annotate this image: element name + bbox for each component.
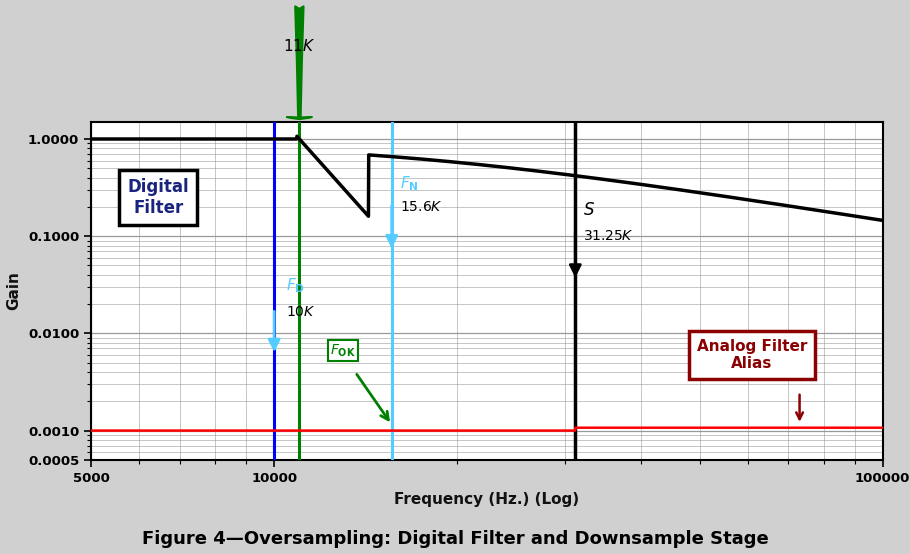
Text: Digital
Filter: Digital Filter	[127, 178, 189, 217]
Text: $\mathbf{\mathit{F}_D}$: $\mathbf{\mathit{F}_D}$	[286, 276, 305, 295]
X-axis label: Frequency (Hz.) (Log): Frequency (Hz.) (Log)	[394, 491, 580, 506]
Text: $\mathbf{\mathit{F}_N}$: $\mathbf{\mathit{F}_N}$	[399, 174, 419, 193]
Text: $\mathbf{\mathit{11K}}$: $\mathbf{\mathit{11K}}$	[283, 38, 316, 54]
Text: $\mathbf{\mathit{10K}}$: $\mathbf{\mathit{10K}}$	[286, 305, 316, 319]
Y-axis label: Gain: Gain	[6, 271, 21, 310]
Text: Figure 4—Oversampling: Digital Filter and Downsample Stage: Figure 4—Oversampling: Digital Filter an…	[142, 531, 768, 548]
Text: $\mathbf{\mathit{31.25K}}$: $\mathbf{\mathit{31.25K}}$	[583, 229, 634, 243]
Text: $\mathbf{\mathit{S}}$: $\mathbf{\mathit{S}}$	[583, 201, 595, 219]
Text: $\mathbf{\mathit{F}_{OK}}$: $\mathbf{\mathit{F}_{OK}}$	[330, 342, 357, 358]
Text: Analog Filter
Alias: Analog Filter Alias	[697, 338, 807, 371]
Text: $\mathbf{\mathit{15.6K}}$: $\mathbf{\mathit{15.6K}}$	[399, 200, 442, 214]
